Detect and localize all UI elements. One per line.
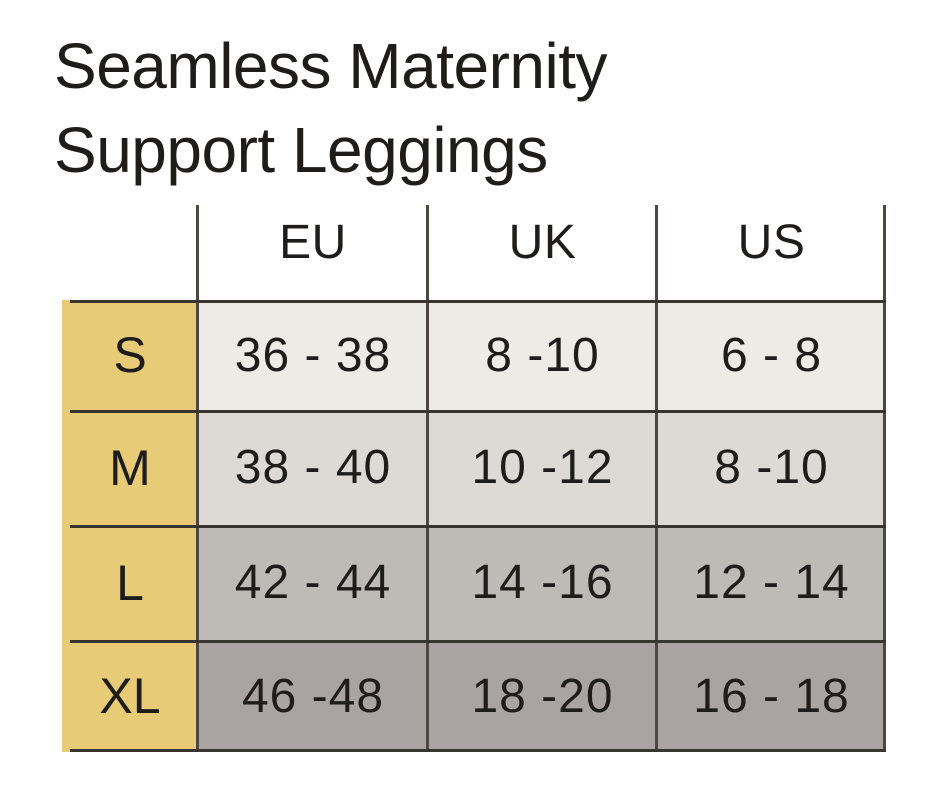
cell-m-uk: 10 -12	[428, 410, 657, 525]
header-cell-corner	[62, 205, 198, 300]
table-right-border	[883, 205, 886, 752]
cell-s-uk: 8 -10	[428, 300, 657, 410]
header-cell-uk: UK	[428, 205, 657, 300]
page-title-line-1: Seamless Maternity	[54, 30, 607, 102]
column-divider-uk-us	[655, 205, 658, 752]
row-divider-m-l	[70, 525, 886, 528]
header-cell-eu: EU	[198, 205, 428, 300]
cell-s-eu: 36 - 38	[198, 300, 428, 410]
cell-xl-uk: 18 -20	[428, 640, 657, 752]
row-divider-l-xl	[70, 640, 886, 643]
cell-m-us: 8 -10	[657, 410, 886, 525]
size-label-l: L	[62, 525, 198, 640]
cell-xl-us: 16 - 18	[657, 640, 886, 752]
size-label-s: S	[62, 300, 198, 410]
table-row-l: L 42 - 44 14 -16 12 - 14	[62, 525, 886, 640]
table-header-row: EU UK US	[62, 205, 886, 300]
cell-l-uk: 14 -16	[428, 525, 657, 640]
page-title-line-2: Support Leggings	[54, 114, 548, 186]
cell-s-us: 6 - 8	[657, 300, 886, 410]
table-row-s: S 36 - 38 8 -10 6 - 8	[62, 300, 886, 410]
table-bottom-border	[70, 749, 886, 752]
cell-m-eu: 38 - 40	[198, 410, 428, 525]
cell-xl-eu: 46 -48	[198, 640, 428, 752]
table-row-xl: XL 46 -48 18 -20 16 - 18	[62, 640, 886, 752]
size-label-xl: XL	[62, 640, 198, 752]
row-divider-header	[70, 300, 886, 303]
header-cell-us: US	[657, 205, 886, 300]
table-row-m: M 38 - 40 10 -12 8 -10	[62, 410, 886, 525]
row-divider-s-m	[70, 410, 886, 413]
column-divider-eu-uk	[426, 205, 429, 752]
cell-l-us: 12 - 14	[657, 525, 886, 640]
cell-l-eu: 42 - 44	[198, 525, 428, 640]
size-label-m: M	[62, 410, 198, 525]
size-chart-table: EU UK US S 36 - 38 8 -10 6 - 8 M 38 - 40…	[62, 205, 886, 752]
page-title: Seamless Maternity Support Leggings	[54, 24, 607, 192]
column-divider-size-eu	[196, 205, 199, 752]
